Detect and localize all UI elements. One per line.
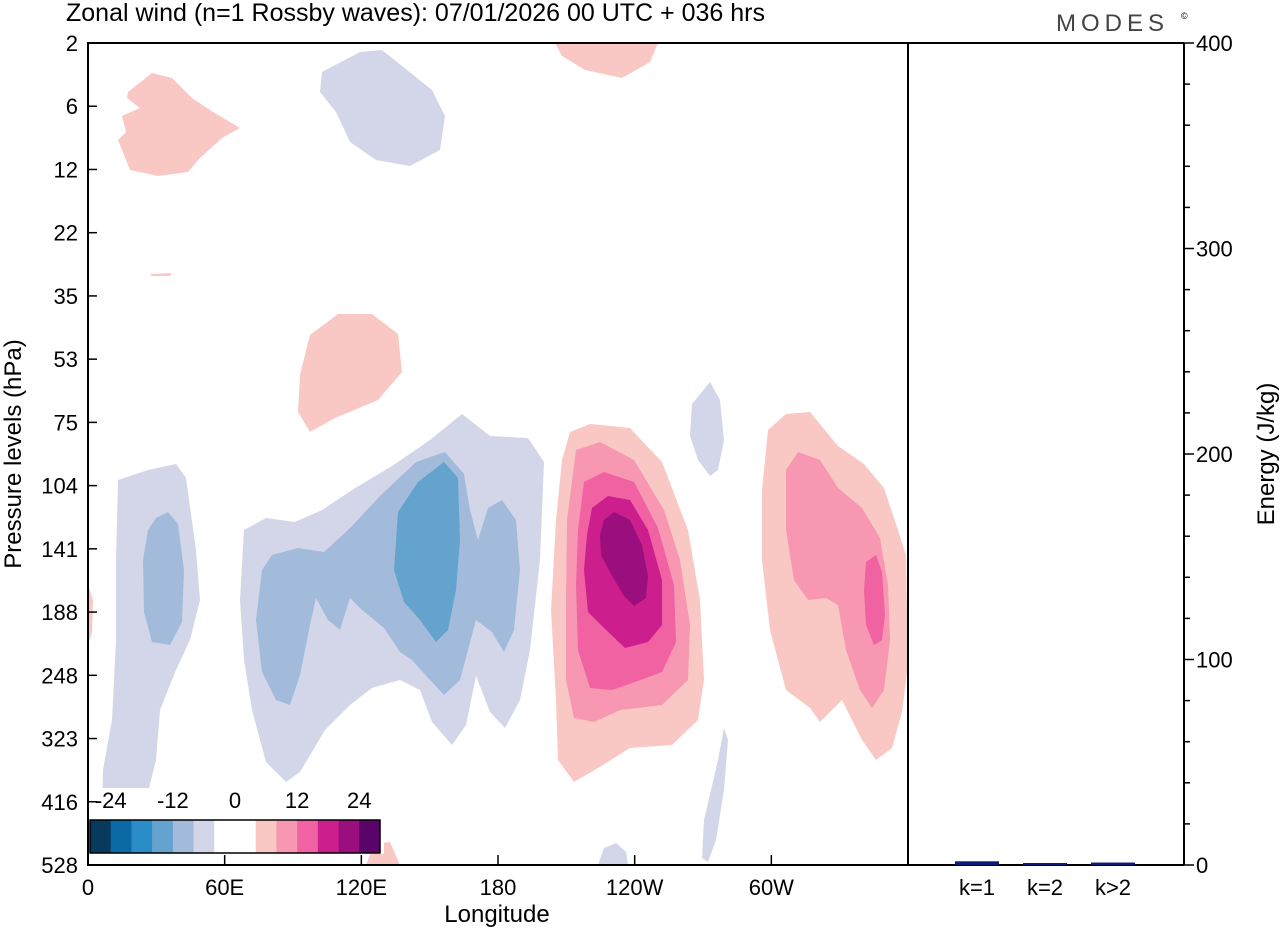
y-tick-label: 53	[54, 347, 78, 372]
contour-field	[88, 43, 908, 865]
colorbar-swatch	[193, 820, 215, 853]
x-tick-label: 120W	[606, 875, 664, 900]
y-tick-label: 416	[41, 790, 78, 815]
contour-neg-central-dark	[394, 462, 460, 642]
contour-pos-strat-light	[118, 73, 240, 176]
x-axis-label: Longitude	[444, 901, 549, 928]
contour-pos-53hpa-light	[298, 314, 402, 432]
energy-bars: k=1 k=2 k>2	[955, 861, 1135, 900]
colorbar-swatch	[255, 820, 277, 853]
contour-neg-west-light	[102, 464, 200, 822]
colorbar-swatch	[317, 820, 339, 853]
contour-neg-west-mid	[143, 512, 184, 645]
modes-logo: MODES	[1056, 10, 1169, 37]
colorbar-swatch	[297, 820, 319, 853]
colorbar-label: -24	[95, 788, 127, 813]
energy-category-label: k>2	[1095, 875, 1131, 900]
contour-pos-sliver	[150, 273, 172, 276]
colorbar-swatch	[152, 820, 174, 853]
contour-neg-bottom	[598, 843, 628, 865]
contour-pos-top-light	[555, 43, 658, 78]
x-tick-label: 120E	[336, 875, 387, 900]
colorbar: -24 -12 0 12 24	[88, 788, 384, 854]
chart-title: Zonal wind (n=1 Rossby waves): 07/01/202…	[66, 0, 765, 27]
colorbar-swatch	[90, 820, 112, 853]
energy-axis: 0 100 200 300 400	[1184, 31, 1233, 878]
colorbar-swatch	[172, 820, 194, 853]
y-axis: 2 6 12 22 35 53 75 104 141 188 248 323 416 528	[41, 31, 97, 878]
y-tick-label: 22	[54, 221, 78, 246]
y-tick-label: 248	[41, 663, 78, 688]
colorbar-swatch	[235, 820, 257, 853]
y-tick-label: 2	[66, 31, 78, 56]
colorbar-swatch	[214, 820, 236, 853]
colorbar-frame	[89, 819, 381, 854]
colorbar-label: 12	[285, 788, 309, 813]
energy-tick-label: 300	[1196, 237, 1233, 262]
contour-pos-east-mid	[786, 452, 890, 708]
colorbar-swatch	[110, 820, 132, 853]
contour-neg-120w-light	[690, 382, 724, 476]
y-tick-label: 188	[41, 600, 78, 625]
energy-tick-label: 200	[1196, 442, 1233, 467]
colorbar-label: 0	[229, 788, 241, 813]
colorbar-swatch	[276, 820, 298, 853]
x-axis: 0 60E 120E 180 120W 60W	[82, 855, 794, 900]
copyright-mark: ©	[1181, 11, 1188, 21]
energy-bar-k>2	[1091, 862, 1135, 865]
x-tick-label: 60W	[749, 875, 794, 900]
colorbar-label: 24	[347, 788, 371, 813]
x-tick-label: 0	[82, 875, 94, 900]
contour-neg-lower-streak	[702, 728, 728, 862]
y-tick-label: 141	[41, 537, 78, 562]
energy-tick-label: 0	[1196, 853, 1208, 878]
y-axis-label: Pressure levels (hPa)	[0, 339, 27, 568]
energy-category-label: k=2	[1027, 875, 1063, 900]
colorbar-swatch	[131, 820, 153, 853]
x-tick-label: 60E	[205, 875, 244, 900]
y-tick-label: 75	[54, 410, 78, 435]
contour-neg-strat-light	[320, 50, 445, 166]
energy-bar-k=1	[955, 861, 999, 865]
contour-pos-east-strong	[864, 555, 885, 645]
colorbar-swatch	[338, 820, 360, 853]
y-tick-label: 6	[66, 94, 78, 119]
y-tick-label: 35	[54, 284, 78, 309]
energy-bar-k=2	[1023, 863, 1067, 865]
energy-category-label: k=1	[959, 875, 995, 900]
y-tick-label: 323	[41, 727, 78, 752]
colorbar-label: -12	[157, 788, 189, 813]
y-tick-label: 104	[41, 474, 78, 499]
y-tick-label: 528	[41, 853, 78, 878]
energy-axis-label: Energy (J/kg)	[1253, 383, 1280, 526]
y-tick-label: 12	[54, 157, 78, 182]
contour-pos-120w-core	[600, 512, 648, 606]
x-tick-label: 180	[480, 875, 517, 900]
colorbar-swatch	[359, 820, 381, 853]
contour-pos-left-edge	[88, 585, 93, 645]
energy-tick-label: 400	[1196, 31, 1233, 56]
energy-tick-label: 100	[1196, 648, 1233, 673]
